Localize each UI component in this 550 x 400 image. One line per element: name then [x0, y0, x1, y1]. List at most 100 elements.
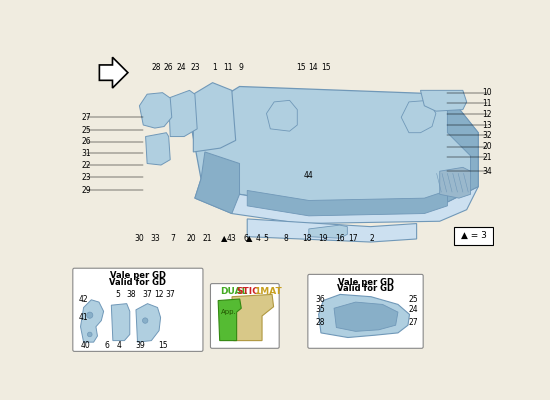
Polygon shape — [100, 57, 128, 88]
Text: 11: 11 — [482, 99, 492, 108]
Text: 21: 21 — [482, 153, 492, 162]
Text: 5: 5 — [263, 234, 268, 244]
Text: 31: 31 — [81, 149, 91, 158]
Text: 29: 29 — [81, 186, 91, 195]
Text: 19: 19 — [318, 234, 327, 244]
Polygon shape — [169, 90, 197, 136]
Polygon shape — [334, 302, 398, 331]
Polygon shape — [402, 100, 436, 133]
Polygon shape — [140, 93, 172, 128]
Text: 17: 17 — [349, 234, 358, 244]
Text: 28: 28 — [152, 63, 161, 72]
Text: ▲: ▲ — [221, 234, 227, 244]
Text: App.: App. — [221, 309, 237, 315]
Text: 18: 18 — [302, 234, 312, 244]
FancyBboxPatch shape — [211, 284, 279, 348]
Polygon shape — [440, 167, 471, 198]
Text: 28: 28 — [316, 318, 325, 327]
Text: 24: 24 — [177, 63, 186, 72]
Text: 40: 40 — [80, 342, 90, 350]
Text: 1: 1 — [212, 63, 217, 72]
FancyBboxPatch shape — [454, 227, 493, 245]
Circle shape — [87, 332, 92, 337]
Text: Vale per GD: Vale per GD — [110, 272, 166, 280]
Polygon shape — [136, 304, 161, 342]
Text: Valid for GD: Valid for GD — [109, 278, 167, 286]
Text: 9: 9 — [239, 63, 244, 72]
Polygon shape — [189, 86, 478, 206]
Text: 15: 15 — [158, 342, 168, 350]
Polygon shape — [195, 152, 240, 214]
Text: 27: 27 — [81, 113, 91, 122]
FancyBboxPatch shape — [308, 274, 423, 348]
Text: 26: 26 — [164, 63, 173, 72]
Polygon shape — [111, 304, 130, 341]
Polygon shape — [309, 225, 348, 238]
Text: 38: 38 — [126, 290, 136, 299]
Text: 23: 23 — [81, 173, 91, 182]
Text: 14: 14 — [308, 63, 317, 72]
Polygon shape — [195, 179, 478, 224]
Polygon shape — [248, 219, 417, 242]
Polygon shape — [248, 190, 448, 216]
Text: 26: 26 — [81, 138, 91, 146]
Text: 8: 8 — [283, 234, 288, 244]
Text: 36: 36 — [316, 294, 325, 304]
Text: 15: 15 — [321, 63, 331, 72]
FancyBboxPatch shape — [73, 268, 203, 351]
Polygon shape — [267, 100, 297, 131]
Polygon shape — [218, 299, 241, 341]
Text: STIC: STIC — [236, 287, 260, 296]
Text: DUAL: DUAL — [219, 287, 247, 296]
Text: 23: 23 — [190, 63, 200, 72]
Text: 42: 42 — [78, 295, 88, 304]
Text: 13: 13 — [482, 120, 492, 130]
Text: 6: 6 — [104, 342, 109, 350]
Text: 5: 5 — [115, 290, 120, 299]
Text: 1MAT: 1MAT — [254, 287, 282, 296]
Text: 30: 30 — [135, 234, 144, 244]
Text: 15: 15 — [296, 63, 306, 72]
Text: 34: 34 — [482, 167, 492, 176]
Text: GenuineParts: GenuineParts — [205, 96, 367, 185]
Text: 6: 6 — [243, 234, 248, 244]
Text: 43: 43 — [227, 234, 236, 244]
Text: 37: 37 — [166, 290, 175, 299]
Text: 24: 24 — [409, 305, 419, 314]
Text: 4: 4 — [256, 234, 261, 244]
Circle shape — [142, 318, 148, 323]
Text: 35: 35 — [316, 305, 325, 314]
Text: 10: 10 — [482, 88, 492, 97]
Polygon shape — [318, 294, 410, 338]
Text: 37: 37 — [142, 290, 152, 299]
Text: 27: 27 — [409, 318, 419, 327]
Text: 21: 21 — [202, 234, 212, 244]
Polygon shape — [232, 294, 273, 341]
Polygon shape — [80, 300, 103, 342]
Text: 32: 32 — [482, 130, 492, 140]
Polygon shape — [194, 83, 236, 152]
Text: ▲ = 3: ▲ = 3 — [461, 231, 487, 240]
Text: 25: 25 — [409, 294, 419, 304]
Text: 16: 16 — [335, 234, 344, 244]
Text: ▲: ▲ — [245, 234, 252, 244]
Text: 11: 11 — [223, 63, 233, 72]
Text: 20: 20 — [187, 234, 196, 244]
Text: Valid for GD: Valid for GD — [337, 284, 394, 293]
Polygon shape — [421, 90, 466, 111]
Polygon shape — [146, 133, 170, 165]
Text: 25: 25 — [81, 126, 91, 135]
Text: 41: 41 — [78, 313, 88, 322]
Text: 39: 39 — [136, 342, 145, 350]
Text: 22: 22 — [81, 160, 91, 170]
Circle shape — [87, 312, 93, 318]
Polygon shape — [448, 94, 478, 202]
Text: 7: 7 — [170, 234, 175, 244]
Text: 2: 2 — [370, 234, 375, 244]
Text: Vale per GD: Vale per GD — [338, 278, 393, 286]
Text: 12: 12 — [482, 110, 492, 119]
Text: 4: 4 — [117, 342, 122, 350]
Text: 33: 33 — [150, 234, 159, 244]
Text: 12: 12 — [155, 290, 164, 299]
Text: 20: 20 — [482, 142, 492, 151]
